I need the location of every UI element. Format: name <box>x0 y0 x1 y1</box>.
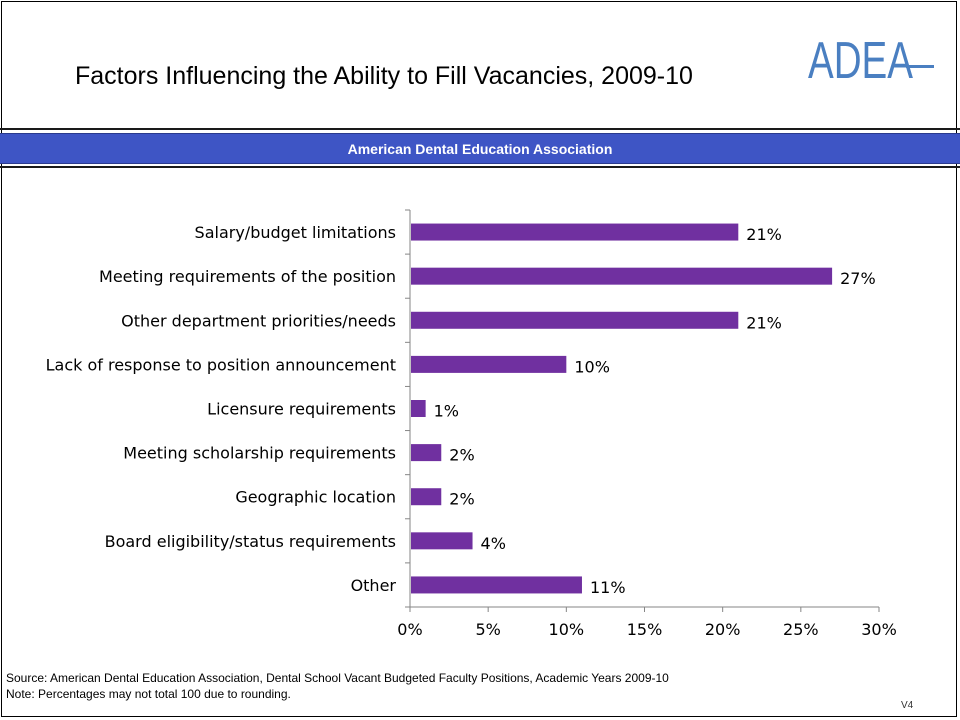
data-label: 27% <box>840 269 876 288</box>
source-note: Source: American Dental Education Associ… <box>6 670 669 702</box>
association-banner: American Dental Education Association <box>0 133 960 164</box>
bar <box>411 223 739 241</box>
adea-logo-text: ADEA <box>808 32 913 85</box>
data-label: 2% <box>449 490 474 509</box>
category-label: Lack of response to position announcemen… <box>46 355 396 374</box>
bar-chart: 0% 5% 10% 15% 20% 25% 30% Salary/budget limitat… <box>46 209 897 639</box>
category-label: Geographic location <box>235 488 396 507</box>
data-label: 4% <box>481 534 506 553</box>
banner-rule <box>0 166 960 168</box>
category-label: Meeting scholarship requirements <box>123 444 396 463</box>
version-label: V4 <box>901 700 914 711</box>
data-label: 21% <box>746 313 782 332</box>
x-tick-label: 20% <box>705 620 741 639</box>
bar <box>411 400 426 417</box>
category-label: Meeting requirements of the position <box>99 267 396 286</box>
x-tick-label: 5% <box>475 620 500 639</box>
data-label: 21% <box>746 225 782 244</box>
bar <box>411 311 739 329</box>
x-tick-label: 0% <box>397 620 422 639</box>
source-text: Source: American Dental Education Associ… <box>6 671 669 685</box>
bar <box>411 444 442 462</box>
data-label: 11% <box>590 578 626 597</box>
x-tick-label: 15% <box>627 620 663 639</box>
bar <box>411 488 442 506</box>
bar <box>411 355 567 373</box>
data-label: 10% <box>574 357 610 376</box>
category-label: Board eligibility/status requirements <box>105 532 396 551</box>
category-label: Other department priorities/needs <box>121 311 396 330</box>
x-tick-label: 30% <box>861 620 897 639</box>
category-label: Licensure requirements <box>207 400 396 419</box>
header-rule <box>0 128 960 130</box>
x-tick-label: 10% <box>549 620 585 639</box>
adea-logo: ADEA <box>808 32 934 85</box>
data-label: 1% <box>434 402 459 421</box>
page-title: Factors Influencing the Ability to Fill … <box>75 62 693 90</box>
x-tick-label: 25% <box>783 620 819 639</box>
category-label: Salary/budget limitations <box>195 223 396 242</box>
adea-logo-dash <box>906 65 934 68</box>
bar <box>411 576 582 594</box>
bar <box>411 532 473 550</box>
data-label: 2% <box>449 446 474 465</box>
category-label: Other <box>351 576 397 595</box>
bar <box>411 267 833 285</box>
banner-text: American Dental Education Association <box>347 140 613 157</box>
rounding-note: Note: Percentages may not total 100 due … <box>6 687 291 701</box>
